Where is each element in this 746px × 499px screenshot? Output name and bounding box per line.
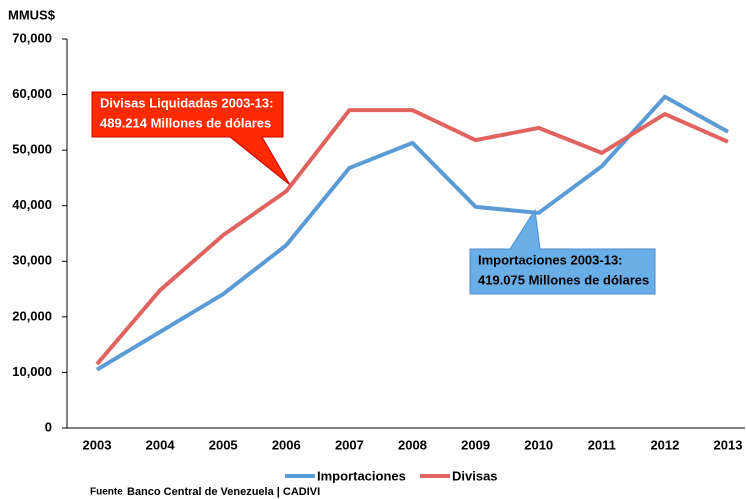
y-tick-label: 20,000 <box>12 308 52 323</box>
y-tick-label: 40,000 <box>12 197 52 212</box>
annotation-text: Importaciones 2003-13: <box>478 252 623 267</box>
legend-label: Divisas <box>452 468 498 483</box>
y-tick-label: 10,000 <box>12 364 52 379</box>
x-tick-label: 2004 <box>146 437 176 452</box>
x-tick-label: 2009 <box>461 437 490 452</box>
legend-label: Importaciones <box>317 468 406 483</box>
annotation-text: 419.075 Millones de dólares <box>478 272 649 287</box>
x-tick-label: 2005 <box>209 437 238 452</box>
callout-divisas <box>91 91 291 186</box>
y-tick-label: 0 <box>45 419 52 434</box>
x-tick-label: 2011 <box>588 437 616 452</box>
x-tick-label: 2003 <box>83 437 112 452</box>
y-tick-label: 50,000 <box>12 142 52 157</box>
line-series <box>95 94 729 372</box>
source-prefix: Fuente <box>90 487 123 498</box>
callout-importaciones <box>469 208 656 295</box>
line-series <box>95 108 729 366</box>
x-tick-label: 2013 <box>714 437 743 452</box>
y-tick-label: 70,000 <box>12 30 52 45</box>
annotation-text: Divisas Liquidadas 2003-13: <box>100 95 273 110</box>
x-tick-label: 2010 <box>524 437 553 452</box>
x-tick-label: 2007 <box>335 437 364 452</box>
source: Banco Central de Venezuela | CADIVI <box>127 486 320 498</box>
y-axis-label: MMUS$ <box>8 7 56 22</box>
annotation-text: 489.214 Millones de dólares <box>100 115 271 130</box>
x-tick-label: 2008 <box>398 437 427 452</box>
y-tick-label: 30,000 <box>12 253 52 268</box>
y-tick-label: 60,000 <box>12 86 52 101</box>
x-tick-label: 2012 <box>650 437 679 452</box>
x-tick-label: 2006 <box>272 437 301 452</box>
